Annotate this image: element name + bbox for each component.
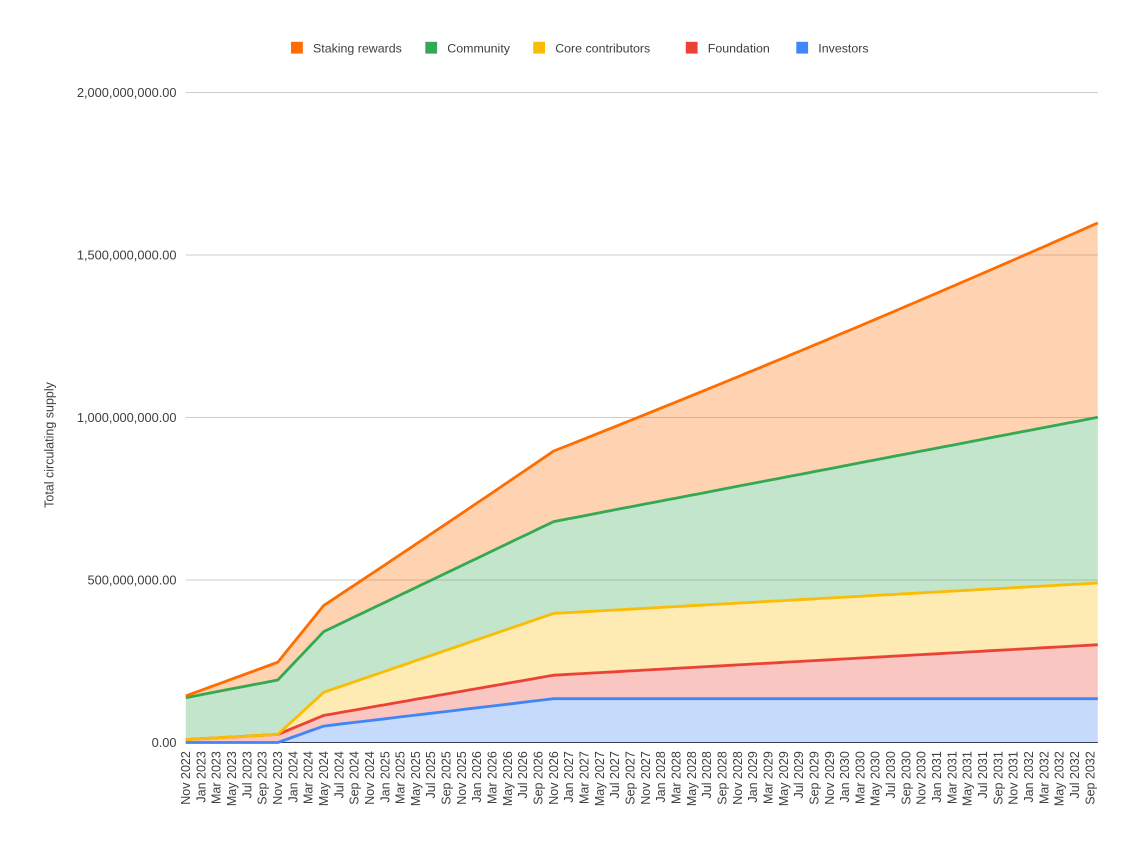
svg-text:Jul 2032: Jul 2032: [1068, 751, 1082, 798]
svg-text:Sep 2026: Sep 2026: [532, 751, 546, 805]
svg-text:Sep 2030: Sep 2030: [899, 751, 913, 805]
svg-text:Mar 2026: Mar 2026: [486, 751, 500, 804]
svg-text:Jul 2027: Jul 2027: [608, 751, 622, 798]
svg-text:Nov 2028: Nov 2028: [731, 751, 745, 805]
svg-text:Mar 2032: Mar 2032: [1037, 751, 1051, 804]
svg-text:Jan 2032: Jan 2032: [1022, 751, 1036, 802]
svg-text:Jul 2030: Jul 2030: [884, 751, 898, 798]
svg-text:May 2028: May 2028: [685, 751, 699, 806]
svg-text:Nov 2026: Nov 2026: [547, 751, 561, 805]
svg-text:Mar 2029: Mar 2029: [762, 751, 776, 804]
svg-text:Total circulating supply: Total circulating supply: [43, 381, 57, 508]
svg-text:Jan 2029: Jan 2029: [746, 751, 760, 802]
svg-text:Sep 2031: Sep 2031: [991, 751, 1005, 805]
svg-text:Jan 2023: Jan 2023: [194, 751, 208, 802]
svg-text:Sep 2029: Sep 2029: [807, 751, 821, 805]
svg-text:Jan 2027: Jan 2027: [562, 751, 576, 802]
svg-text:Mar 2025: Mar 2025: [394, 751, 408, 804]
svg-text:Core contributors: Core contributors: [555, 41, 650, 55]
svg-text:Jul 2024: Jul 2024: [332, 751, 346, 798]
svg-text:Staking rewards: Staking rewards: [313, 41, 402, 55]
svg-text:May 2030: May 2030: [869, 751, 883, 806]
svg-text:Mar 2030: Mar 2030: [853, 751, 867, 804]
svg-text:1,500,000,000.00: 1,500,000,000.00: [77, 247, 177, 262]
svg-text:Mar 2023: Mar 2023: [210, 751, 224, 804]
svg-text:Jul 2028: Jul 2028: [700, 751, 714, 798]
svg-text:Sep 2024: Sep 2024: [348, 751, 362, 805]
svg-text:Nov 2030: Nov 2030: [915, 751, 929, 805]
svg-text:0.00: 0.00: [152, 735, 177, 750]
svg-text:Nov 2024: Nov 2024: [363, 751, 377, 805]
svg-text:May 2029: May 2029: [777, 751, 791, 806]
svg-text:Jan 2028: Jan 2028: [654, 751, 668, 802]
svg-text:May 2024: May 2024: [317, 751, 331, 806]
svg-text:May 2031: May 2031: [961, 751, 975, 806]
svg-text:Nov 2023: Nov 2023: [271, 751, 285, 805]
svg-text:Nov 2027: Nov 2027: [639, 751, 653, 805]
svg-text:May 2027: May 2027: [593, 751, 607, 806]
svg-text:May 2026: May 2026: [501, 751, 515, 806]
svg-text:Sep 2027: Sep 2027: [624, 751, 638, 805]
svg-text:Sep 2028: Sep 2028: [716, 751, 730, 805]
svg-text:500,000,000.00: 500,000,000.00: [88, 572, 177, 587]
svg-text:Sep 2032: Sep 2032: [1083, 751, 1097, 805]
svg-text:Jul 2023: Jul 2023: [240, 751, 254, 798]
svg-text:Jan 2024: Jan 2024: [286, 751, 300, 802]
svg-text:Jan 2025: Jan 2025: [378, 751, 392, 802]
svg-text:Investors: Investors: [818, 41, 868, 55]
svg-text:Nov 2022: Nov 2022: [179, 751, 193, 805]
svg-text:1,000,000,000.00: 1,000,000,000.00: [77, 410, 177, 425]
svg-text:May 2025: May 2025: [409, 751, 423, 806]
svg-text:Jan 2026: Jan 2026: [470, 751, 484, 802]
svg-text:Nov 2031: Nov 2031: [1007, 751, 1021, 805]
svg-text:2,000,000,000.00: 2,000,000,000.00: [77, 85, 177, 100]
svg-text:Jul 2025: Jul 2025: [424, 751, 438, 798]
svg-text:Mar 2031: Mar 2031: [945, 751, 959, 804]
svg-text:Jul 2029: Jul 2029: [792, 751, 806, 798]
svg-text:Foundation: Foundation: [708, 41, 770, 55]
svg-text:Jan 2030: Jan 2030: [838, 751, 852, 802]
svg-text:Sep 2023: Sep 2023: [256, 751, 270, 805]
svg-text:Jul 2026: Jul 2026: [516, 751, 530, 798]
svg-text:Community: Community: [447, 41, 510, 55]
svg-text:Jan 2031: Jan 2031: [930, 751, 944, 802]
svg-text:Sep 2025: Sep 2025: [440, 751, 454, 805]
svg-text:Mar 2027: Mar 2027: [578, 751, 592, 804]
svg-text:May 2023: May 2023: [225, 751, 239, 806]
svg-text:Nov 2029: Nov 2029: [823, 751, 837, 805]
svg-text:May 2032: May 2032: [1053, 751, 1067, 806]
svg-text:Mar 2028: Mar 2028: [670, 751, 684, 804]
svg-text:Mar 2024: Mar 2024: [302, 751, 316, 804]
svg-text:Jul 2031: Jul 2031: [976, 751, 990, 798]
svg-text:Nov 2025: Nov 2025: [455, 751, 469, 805]
